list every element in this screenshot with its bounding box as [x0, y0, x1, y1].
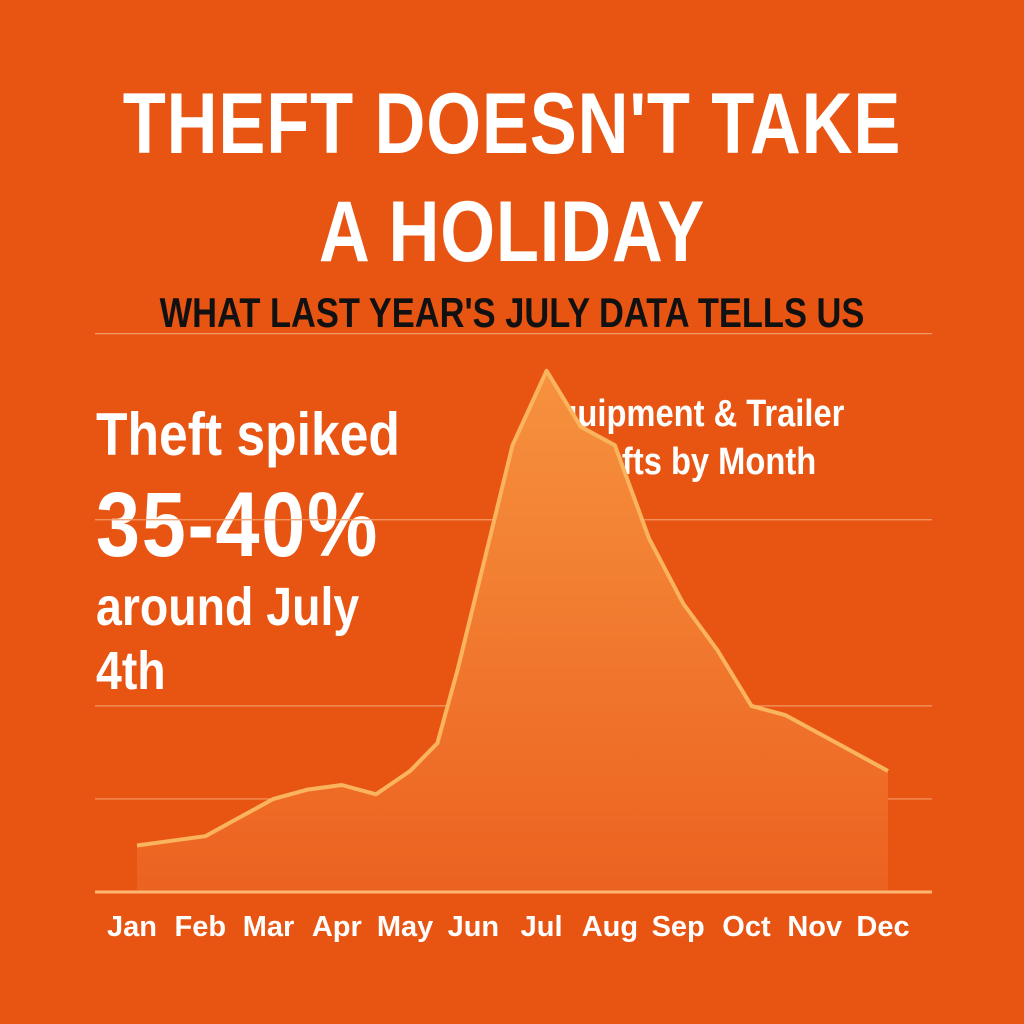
- x-tick-label-mar: Mar: [243, 911, 295, 943]
- x-tick-label-sep: Sep: [652, 911, 705, 943]
- theft-area-fill: [137, 370, 888, 892]
- title-line-1: THEFT DOESN'T TAKE: [122, 76, 902, 172]
- x-tick-label-nov: Nov: [787, 911, 842, 943]
- x-tick-label-dec: Dec: [856, 911, 909, 943]
- callout-percentage: 35-40%: [96, 474, 380, 576]
- x-tick-label-feb: Feb: [174, 911, 226, 943]
- x-tick-label-jun: Jun: [448, 911, 500, 943]
- callout-line-1: Theft spiked: [96, 401, 400, 468]
- x-tick-label-apr: Apr: [312, 911, 362, 943]
- page-subtitle: WHAT LAST YEAR'S JULY DATA TELLS US: [159, 289, 865, 336]
- theft-series-line: [136, 368, 889, 848]
- title-line-2: A HOLIDAY: [318, 184, 706, 280]
- callout-line-3: around July 4th: [96, 577, 360, 701]
- x-tick-label-aug: Aug: [582, 911, 638, 943]
- spike-callout: Theft spiked 35-40% around July 4th: [96, 395, 406, 703]
- x-tick-label-jan: Jan: [107, 911, 157, 943]
- x-tick-label-jul: Jul: [521, 911, 563, 943]
- x-tick-label-oct: Oct: [722, 911, 771, 943]
- page-title: THEFT DOESN'T TAKE A HOLIDAY: [92, 70, 932, 286]
- x-axis-tick-labels: Jan Feb Mar Apr May Jun Jul Aug Sep Oct Nov Dec: [107, 911, 910, 943]
- x-tick-label-may: May: [377, 911, 433, 943]
